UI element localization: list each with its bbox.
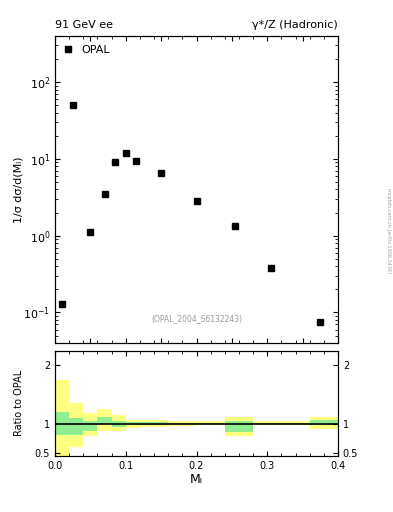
Bar: [83, 413, 97, 436]
Bar: [55, 412, 69, 435]
Y-axis label: 1/σ dσ/d(Mₗ): 1/σ dσ/d(Mₗ): [14, 156, 24, 223]
Bar: [281, 421, 310, 425]
OPAL: [159, 170, 163, 176]
Bar: [253, 423, 281, 424]
OPAL: [113, 159, 118, 165]
Bar: [225, 421, 253, 432]
OPAL: [123, 150, 128, 156]
Bar: [83, 421, 97, 431]
Text: (OPAL_2004_S6132243): (OPAL_2004_S6132243): [151, 314, 242, 323]
Bar: [112, 421, 126, 426]
Y-axis label: Ratio to OPAL: Ratio to OPAL: [14, 370, 24, 436]
OPAL: [88, 229, 93, 236]
Bar: [196, 423, 225, 424]
Bar: [310, 417, 338, 429]
Bar: [97, 417, 112, 423]
OPAL: [268, 265, 273, 271]
Bar: [168, 423, 196, 424]
OPAL: [60, 301, 64, 307]
Bar: [126, 422, 140, 425]
Legend: OPAL: OPAL: [61, 41, 114, 58]
Bar: [69, 418, 83, 435]
Text: γ*/Z (Hadronic): γ*/Z (Hadronic): [252, 20, 338, 31]
Line: OPAL: OPAL: [59, 102, 323, 325]
OPAL: [134, 158, 139, 164]
Text: 91 GeV ee: 91 GeV ee: [55, 20, 113, 31]
OPAL: [233, 223, 238, 229]
Bar: [168, 421, 196, 426]
Bar: [126, 419, 140, 428]
OPAL: [318, 319, 323, 325]
Bar: [225, 417, 253, 436]
Text: mcplots.cern.ch [arXiv:1306.3436]: mcplots.cern.ch [arXiv:1306.3436]: [386, 188, 391, 273]
OPAL: [70, 102, 75, 108]
Bar: [140, 422, 168, 425]
Bar: [140, 419, 168, 426]
X-axis label: Mₗ: Mₗ: [190, 473, 203, 486]
OPAL: [194, 198, 199, 204]
Bar: [281, 423, 310, 424]
Bar: [97, 409, 112, 431]
Bar: [196, 421, 225, 425]
Bar: [253, 421, 281, 425]
OPAL: [102, 191, 107, 197]
Bar: [69, 403, 83, 447]
Bar: [112, 415, 126, 431]
Bar: [310, 419, 338, 425]
Bar: [55, 380, 69, 457]
